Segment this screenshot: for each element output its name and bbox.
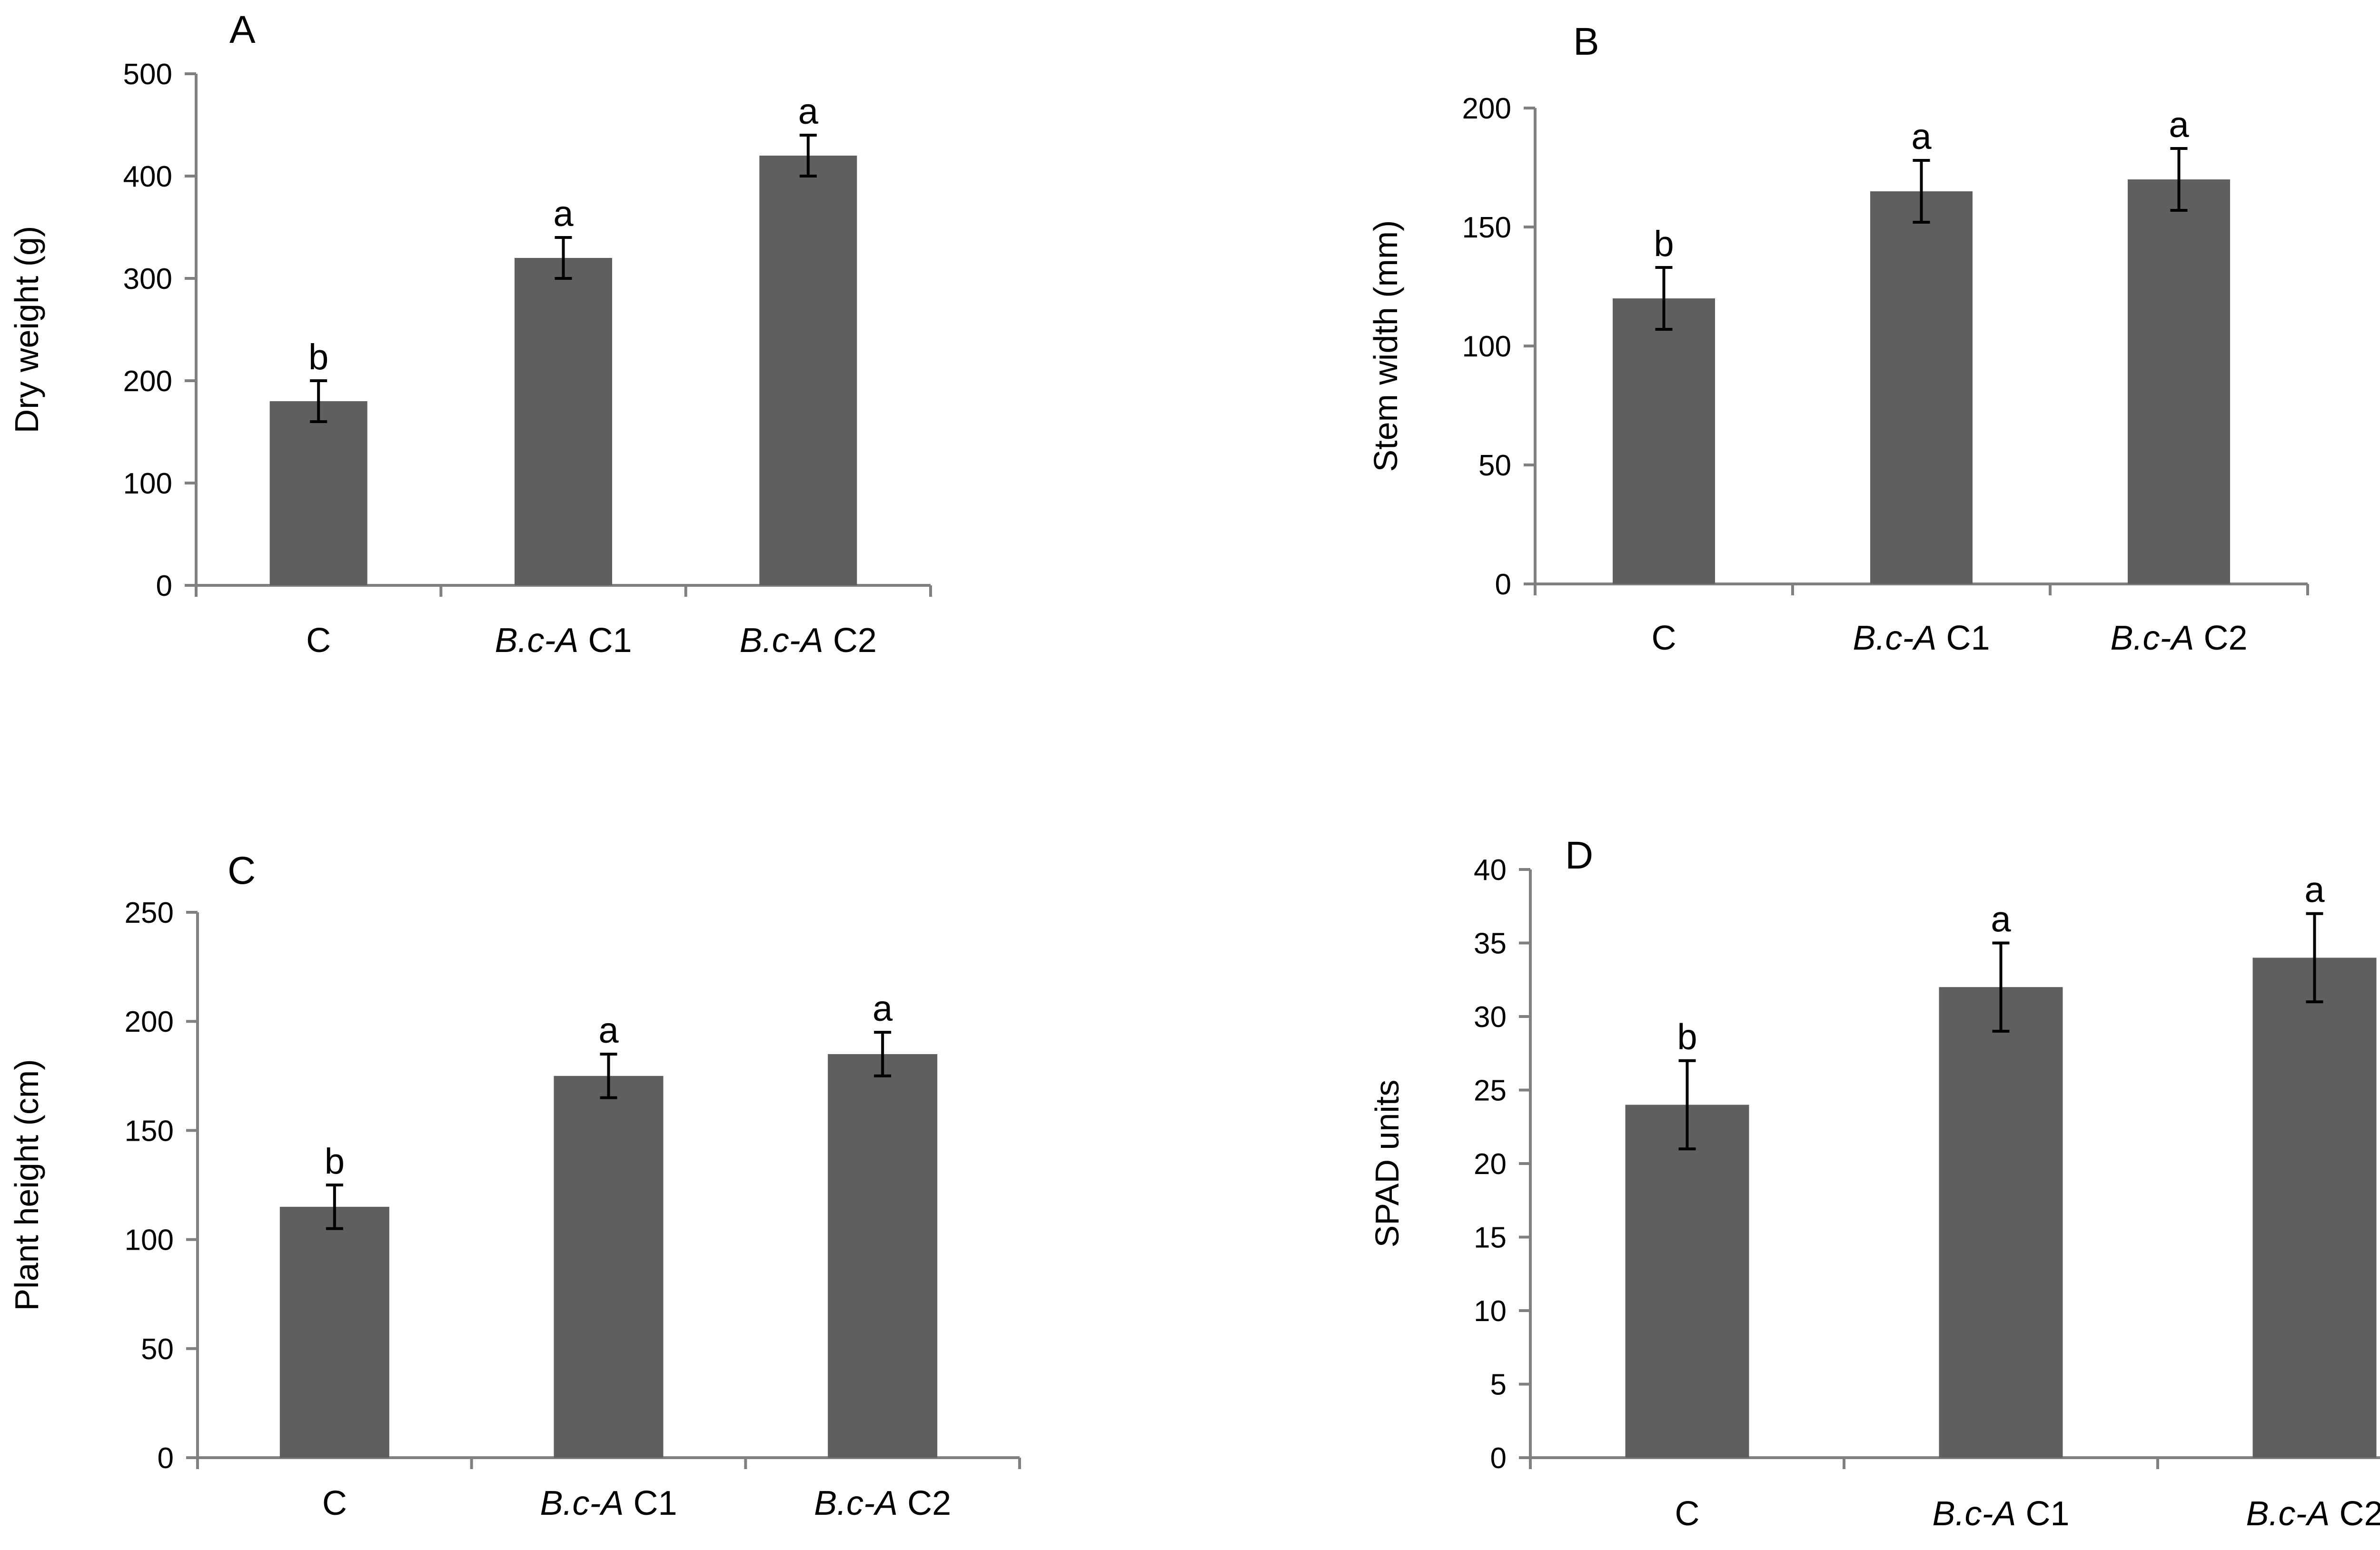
panel-label: B bbox=[1573, 20, 1599, 63]
y-tick-label: 0 bbox=[1490, 1442, 1507, 1475]
bar-c-2 bbox=[554, 1076, 664, 1458]
y-tick-label: 250 bbox=[125, 897, 174, 929]
panel-label: C bbox=[228, 849, 256, 892]
category-plain-part: C1 bbox=[578, 622, 632, 660]
panel-a: 0 100 200 300 400 500 b Ca B.c-A C1 a B.c-A C2 Dry … bbox=[8, 8, 932, 660]
panel-c: 0 50 100 150 200 250 b Ca B.c-A C1 a B.c-A C2 Plant… bbox=[8, 849, 1021, 1522]
panel-label: D bbox=[1565, 834, 1593, 877]
y-tick-label: 400 bbox=[123, 160, 172, 193]
category-label: B.c-A C1 bbox=[540, 1484, 677, 1522]
y-tick-label: 100 bbox=[125, 1224, 174, 1257]
y-tick-label: 25 bbox=[1474, 1075, 1507, 1107]
category-plain-part: C1 bbox=[624, 1484, 677, 1522]
bar-d-3 bbox=[2252, 958, 2377, 1458]
category-plain-part: C2 bbox=[823, 622, 877, 660]
category-plain-part: C1 bbox=[2016, 1495, 2069, 1533]
significance-label: a bbox=[2169, 105, 2189, 145]
y-axis-title: SPAD units bbox=[1368, 1080, 1406, 1248]
category-plain-part: C2 bbox=[2194, 619, 2247, 657]
y-tick-label: 150 bbox=[125, 1115, 174, 1147]
y-tick-label: 20 bbox=[1474, 1148, 1507, 1181]
significance-label: a bbox=[1911, 117, 1932, 157]
category-italic-part: B.c-A bbox=[1853, 619, 1936, 657]
panel-b: 0 50 100 150 200 b Ca B.c-A C1 a B.c-A C2 Stem wid… bbox=[1367, 20, 2309, 657]
significance-label: a bbox=[2304, 870, 2325, 910]
bar-a-1 bbox=[269, 401, 367, 585]
y-tick-label: 100 bbox=[1462, 330, 1511, 363]
category-italic-part: B.c-A bbox=[540, 1484, 624, 1522]
bar-b-1 bbox=[1613, 298, 1715, 584]
bar-c-1 bbox=[279, 1206, 389, 1458]
category-label: B.c-A C1 bbox=[1853, 619, 1990, 657]
y-tick-label: 0 bbox=[158, 1442, 174, 1475]
category-plain-part: C1 bbox=[1936, 619, 1990, 657]
significance-label: b bbox=[1654, 224, 1674, 264]
y-tick-label: 15 bbox=[1474, 1222, 1507, 1254]
category-label: B.c-A C2 bbox=[2246, 1495, 2380, 1533]
bar-d-1 bbox=[1625, 1105, 1749, 1458]
category-label: C bbox=[1675, 1495, 1700, 1533]
y-axis-title: Dry weight (g) bbox=[8, 226, 45, 434]
y-tick-label: 0 bbox=[156, 570, 172, 602]
y-axis-title: Plant height (cm) bbox=[8, 1059, 45, 1311]
category-italic-part: B.c-A bbox=[740, 622, 823, 660]
category-plain-part: C2 bbox=[2330, 1495, 2380, 1533]
y-tick-label: 50 bbox=[141, 1333, 174, 1366]
y-tick-label: 30 bbox=[1474, 1001, 1507, 1034]
y-tick-label: 40 bbox=[1474, 854, 1507, 887]
bar-c-3 bbox=[828, 1054, 938, 1458]
bar-a-2 bbox=[515, 258, 612, 585]
y-tick-label: 200 bbox=[1462, 92, 1511, 125]
category-italic-part: B.c-A bbox=[1932, 1495, 2016, 1533]
panel-d: 0 5 10 15 20 25 30 35 40 b Ca B.c-A C1 a B.c-A C2 SPAD… bbox=[1368, 834, 2380, 1533]
bar-b-3 bbox=[2128, 179, 2230, 584]
bar-d-2 bbox=[1939, 987, 2063, 1458]
y-tick-label: 300 bbox=[123, 263, 172, 296]
category-label: B.c-A C1 bbox=[1932, 1495, 2069, 1533]
category-italic-part: B.c-A bbox=[2246, 1495, 2330, 1533]
y-axis-title: Stem width (mm) bbox=[1367, 220, 1404, 472]
category-italic-part: B.c-A bbox=[2110, 619, 2194, 657]
significance-label: b bbox=[308, 337, 328, 377]
significance-label: a bbox=[1991, 899, 2011, 940]
category-italic-part: B.c-A bbox=[495, 622, 578, 660]
significance-label: b bbox=[1677, 1017, 1697, 1057]
y-tick-label: 50 bbox=[1478, 449, 1511, 482]
category-label: B.c-A C2 bbox=[740, 622, 877, 660]
significance-label: a bbox=[873, 988, 893, 1029]
category-label: C bbox=[306, 622, 331, 660]
category-italic-part: B.c-A bbox=[814, 1484, 898, 1522]
category-label: B.c-A C2 bbox=[814, 1484, 951, 1522]
y-tick-label: 35 bbox=[1474, 928, 1507, 960]
y-tick-label: 200 bbox=[125, 1006, 174, 1038]
significance-label: a bbox=[798, 91, 819, 132]
significance-label: b bbox=[325, 1141, 345, 1182]
y-tick-label: 10 bbox=[1474, 1295, 1507, 1328]
y-tick-label: 100 bbox=[123, 467, 172, 500]
y-tick-label: 0 bbox=[1495, 568, 1511, 601]
y-tick-label: 500 bbox=[123, 58, 172, 91]
y-tick-label: 150 bbox=[1462, 211, 1511, 244]
category-label: C bbox=[322, 1484, 347, 1522]
bar-a-3 bbox=[759, 156, 857, 585]
category-label: B.c-A C2 bbox=[2110, 619, 2247, 657]
significance-label: a bbox=[598, 1010, 619, 1051]
significance-label: a bbox=[553, 194, 574, 234]
y-tick-label: 200 bbox=[123, 365, 172, 398]
y-tick-label: 5 bbox=[1490, 1369, 1507, 1402]
panel-label: A bbox=[229, 8, 256, 51]
category-label: B.c-A C1 bbox=[495, 622, 632, 660]
bar-b-2 bbox=[1870, 191, 1973, 584]
category-label: C bbox=[1652, 619, 1676, 657]
category-plain-part: C2 bbox=[898, 1484, 951, 1522]
